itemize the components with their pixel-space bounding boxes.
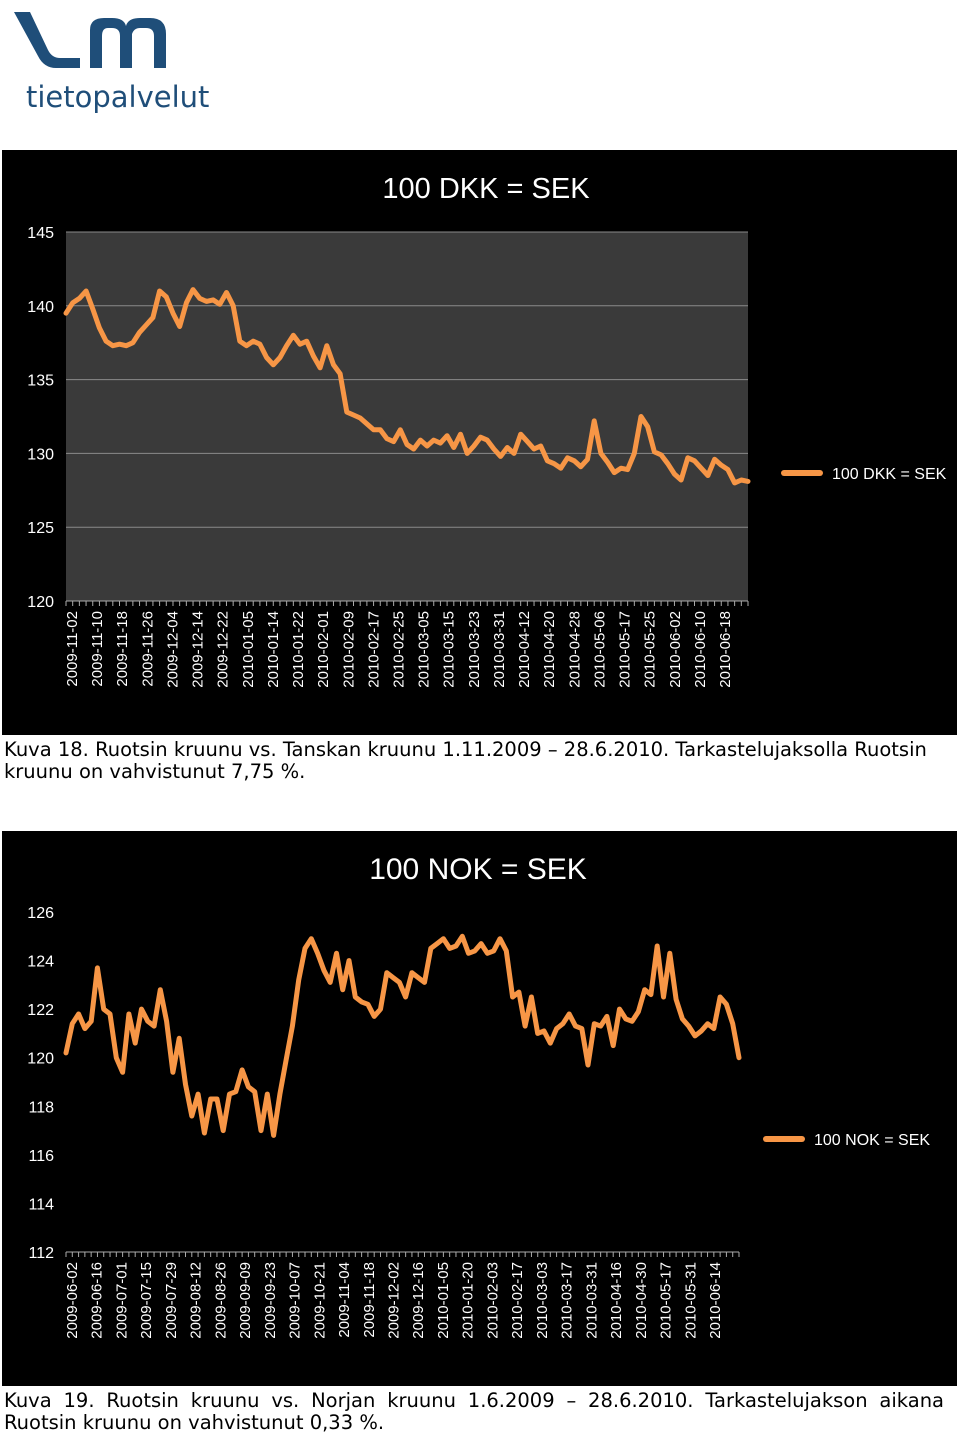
x-tick-label: 2009-10-07 [287, 1262, 304, 1339]
y-tick-label: 130 [27, 446, 54, 463]
y-tick-label: 125 [27, 520, 54, 537]
chart-dkk-sek-svg: 120 125 130 135 140 145 2009-11-02 2009-11-10 20… [27, 173, 947, 688]
x-tick-label: 2010-06-10 [692, 611, 709, 688]
y-tick-label: 140 [27, 299, 54, 316]
chart-nok-sek-svg: 112 114 116 118 120 122 124 126 2009-06-02 2009-0… [27, 853, 930, 1339]
y-tick-label: 116 [28, 1148, 54, 1165]
x-tick-label: 2009-11-18 [114, 611, 131, 687]
y-tick-label: 114 [28, 1196, 54, 1213]
caption-figure-18: Kuva 18. Ruotsin kruunu vs. Tanskan kruu… [4, 738, 927, 783]
series-line [63, 287, 751, 486]
y-tick-label: 124 [27, 954, 54, 971]
x-tick-label: 2009-12-14 [190, 611, 207, 688]
lm-logo-mark [14, 12, 166, 68]
x-tick-label: 2009-07-29 [163, 1262, 180, 1339]
y-tick-label: 120 [27, 594, 54, 611]
x-tick-label: 2010-05-17 [617, 611, 634, 688]
x-tick-label: 2010-03-17 [559, 1262, 576, 1339]
x-tick-label: 2010-04-16 [608, 1262, 625, 1339]
y-tick-label: 145 [27, 225, 54, 242]
x-tick-label: 2010-04-28 [566, 611, 583, 688]
x-tick-label: 2010-01-22 [290, 611, 307, 688]
caption-figure-19: Kuva 19. Ruotsin kruunu vs. Norjan kruun… [4, 1389, 944, 1434]
y-tick-label: 120 [27, 1051, 54, 1068]
x-tick-label: 2010-01-14 [265, 611, 282, 688]
x-tick-label: 2010-02-01 [315, 611, 332, 688]
x-tick-label: 2010-06-14 [707, 1262, 724, 1339]
x-tick-label: 2009-06-02 [64, 1262, 81, 1339]
x-tick-label: 2010-05-06 [591, 611, 608, 688]
series-line [63, 933, 742, 1138]
x-tick-label: 2010-03-31 [491, 611, 508, 688]
x-tick-label: 2010-01-05 [240, 611, 257, 688]
x-tick-label: 2009-07-15 [138, 1262, 155, 1339]
x-tick-label: 2010-02-17 [365, 611, 382, 688]
x-tick-label: 2009-11-18 [361, 1262, 378, 1338]
y-tick-label: 112 [28, 1245, 54, 1262]
x-tick-label: 2009-12-16 [410, 1262, 427, 1339]
x-tick-label: 2009-12-04 [164, 611, 181, 688]
chart-title: 100 DKK = SEK [382, 173, 590, 205]
company-logo: tietopalvelut [8, 4, 209, 116]
chart-title: 100 NOK = SEK [369, 853, 587, 886]
x-tick-label: 2009-08-26 [212, 1262, 229, 1339]
y-tick-label: 118 [28, 1099, 54, 1116]
legend-label: 100 DKK = SEK [832, 466, 947, 483]
plot-area [66, 232, 748, 601]
x-tick-label: 2009-11-04 [336, 1262, 353, 1338]
x-tick-label: 2010-04-12 [516, 611, 533, 688]
x-tick-label: 2010-03-31 [583, 1262, 600, 1339]
y-tick-label: 135 [27, 373, 54, 390]
x-tick-label: 2010-03-15 [441, 611, 458, 688]
plot-area [66, 912, 739, 1252]
x-tick-label: 2010-03-23 [466, 611, 483, 688]
x-tick-label: 2009-12-22 [215, 611, 232, 688]
x-tick-label: 2009-11-10 [89, 611, 106, 687]
chart-dkk-sek: 120 125 130 135 140 145 2009-11-02 2009-11-10 20… [2, 150, 957, 735]
y-tick-label: 126 [27, 905, 54, 922]
x-tick-label: 2010-05-31 [682, 1262, 699, 1339]
x-tick-label: 2009-09-09 [237, 1262, 254, 1339]
x-tick-label: 2010-06-02 [667, 611, 684, 688]
logo-wordmark: tietopalvelut [26, 80, 210, 114]
x-tick-label: 2010-03-03 [534, 1262, 551, 1339]
x-tick-label: 2010-02-09 [340, 611, 357, 688]
x-tick-label: 2009-11-02 [64, 611, 81, 687]
x-tick-label: 2009-09-23 [262, 1262, 279, 1339]
x-tick-label: 2010-03-05 [416, 611, 433, 688]
y-tick-label: 122 [27, 1002, 54, 1019]
x-tick-label: 2010-02-17 [509, 1262, 526, 1339]
x-tick-label: 2010-02-03 [484, 1262, 501, 1339]
x-tick-label: 2009-11-26 [139, 611, 156, 687]
x-tick-label: 2009-07-01 [113, 1262, 130, 1339]
legend-label: 100 NOK = SEK [814, 1132, 930, 1149]
x-tick-label: 2009-12-02 [386, 1262, 403, 1339]
x-tick-label: 2010-04-30 [633, 1262, 650, 1339]
x-tick-label: 2010-02-25 [391, 611, 408, 688]
x-tick-label: 2010-01-20 [460, 1262, 477, 1339]
x-tick-label: 2010-06-18 [717, 611, 734, 688]
x-tick-label: 2009-10-21 [311, 1262, 328, 1339]
chart-nok-sek: 112 114 116 118 120 122 124 126 2009-06-02 2009-0… [2, 831, 957, 1386]
x-tick-label: 2010-04-20 [541, 611, 558, 688]
x-tick-label: 2010-05-17 [658, 1262, 675, 1339]
x-tick-label: 2010-01-05 [435, 1262, 452, 1339]
x-tick-label: 2010-05-25 [642, 611, 659, 688]
x-tick-label: 2009-06-16 [89, 1262, 106, 1339]
x-tick-label: 2009-08-12 [188, 1262, 205, 1339]
